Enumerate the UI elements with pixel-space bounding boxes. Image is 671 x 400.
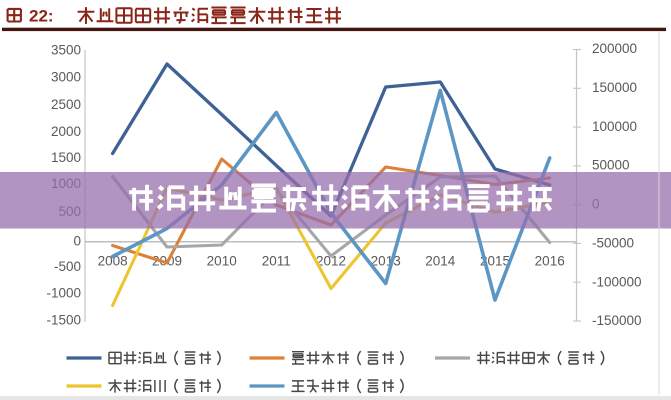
svg-text:2000: 2000 [51,124,81,139]
svg-text:2011: 2011 [262,254,291,269]
svg-text:200000: 200000 [592,41,637,56]
svg-text:150000: 150000 [592,80,637,95]
svg-text:100000: 100000 [592,119,637,134]
svg-text:2012: 2012 [316,254,346,269]
svg-text:2500: 2500 [51,97,81,112]
svg-text:2010: 2010 [207,254,237,269]
svg-text:22:: 22: [29,7,54,26]
svg-text:1500: 1500 [51,150,81,165]
svg-text:50000: 50000 [592,158,630,173]
svg-text:-100000: -100000 [592,274,642,289]
svg-text:-50000: -50000 [592,235,634,250]
svg-text:3500: 3500 [51,42,81,57]
svg-text:-150000: -150000 [592,313,642,328]
svg-text:2008: 2008 [98,254,128,269]
svg-text:3000: 3000 [51,70,81,85]
svg-text:-500: -500 [54,259,81,274]
svg-text:2013: 2013 [371,254,401,269]
svg-text:2014: 2014 [425,254,456,269]
svg-text:-1000: -1000 [46,286,81,301]
svg-text:-1500: -1500 [46,313,81,328]
svg-text:2016: 2016 [535,254,565,269]
svg-text:0: 0 [73,234,81,249]
